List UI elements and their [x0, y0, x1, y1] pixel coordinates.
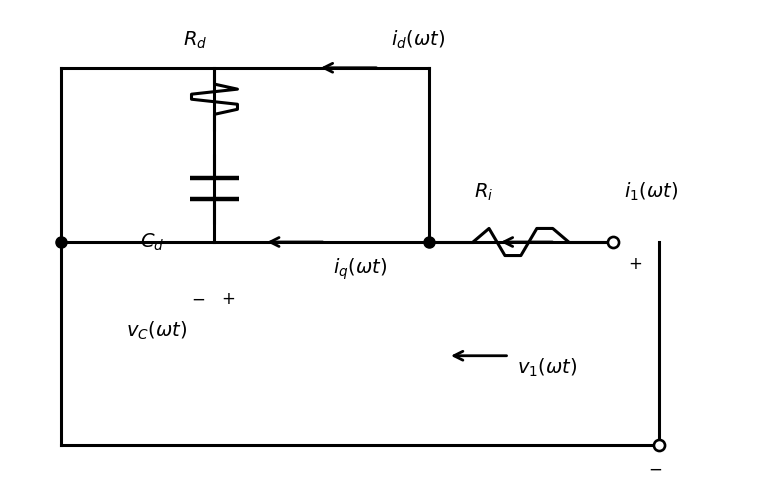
Text: $C_d$: $C_d$ [140, 231, 165, 253]
Text: $-$: $-$ [648, 460, 662, 478]
Text: $i_d(\omega t)$: $i_d(\omega t)$ [391, 29, 445, 51]
Text: $v_1(\omega t)$: $v_1(\omega t)$ [517, 357, 578, 379]
Text: $+$: $+$ [628, 255, 642, 273]
Text: $R_i$: $R_i$ [474, 182, 494, 203]
Text: $-$: $-$ [191, 290, 205, 308]
Text: $v_C(\omega t)$: $v_C(\omega t)$ [126, 319, 188, 342]
Text: $i_q(\omega t)$: $i_q(\omega t)$ [333, 257, 388, 282]
Text: $i_1(\omega t)$: $i_1(\omega t)$ [624, 181, 679, 203]
Text: $R_d$: $R_d$ [183, 30, 208, 51]
Text: $+$: $+$ [221, 290, 235, 308]
